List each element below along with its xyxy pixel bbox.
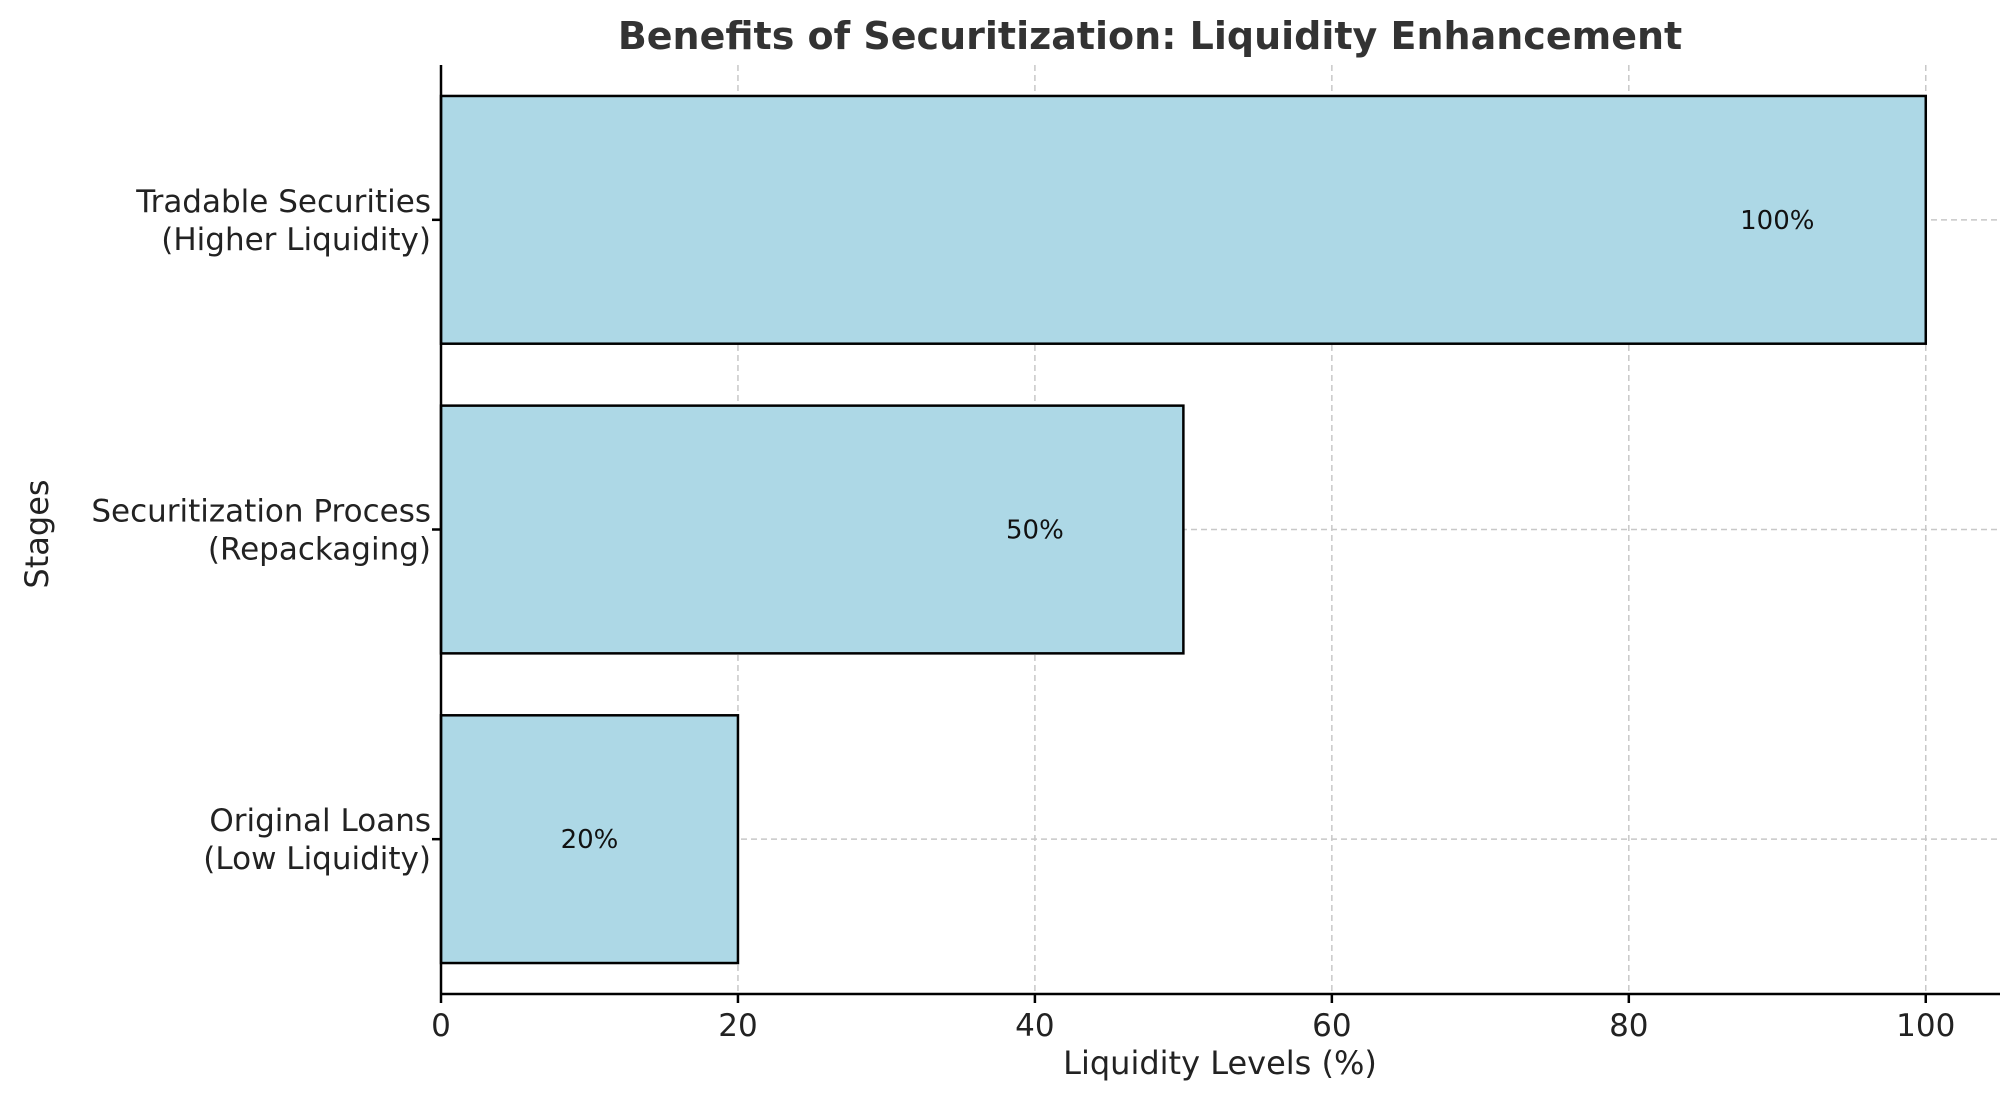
- x-axis-label: Liquidity Levels (%): [1063, 1044, 1377, 1082]
- x-tick-label: 60: [1312, 1008, 1351, 1044]
- data-labels: 20% 50% 100%: [561, 206, 1815, 855]
- x-tick-label: 40: [1015, 1008, 1054, 1044]
- bar-data-label: 100%: [1740, 206, 1814, 236]
- bar-data-label: 20%: [561, 825, 619, 855]
- y-axis-label: Stages: [18, 479, 56, 588]
- y-category-label: Securitization Process: [91, 494, 431, 530]
- y-category-label: (Repackaging): [208, 532, 431, 568]
- bar-data-label: 50%: [1006, 516, 1064, 546]
- y-category-label: Tradable Securities: [135, 184, 431, 220]
- bars: [439, 94, 1928, 965]
- y-category-label: (Higher Liquidity): [161, 222, 431, 258]
- bar-3: [439, 94, 1928, 345]
- x-tick-label: 20: [718, 1008, 757, 1044]
- axes: 0 20 40 60 80 100 Original Loans(Low Liquidity…: [91, 65, 2000, 1044]
- chart-title: Benefits of Securitization: Liquidity En…: [618, 14, 1682, 58]
- x-tick-label: 80: [1609, 1008, 1648, 1044]
- x-tick-label: 0: [431, 1008, 451, 1044]
- bar-1: [439, 714, 740, 965]
- y-category-label: Original Loans: [209, 803, 431, 839]
- x-tick-label: 100: [1896, 1008, 1955, 1044]
- y-category-label: (Low Liquidity): [203, 841, 431, 877]
- bar-2: [439, 404, 1185, 655]
